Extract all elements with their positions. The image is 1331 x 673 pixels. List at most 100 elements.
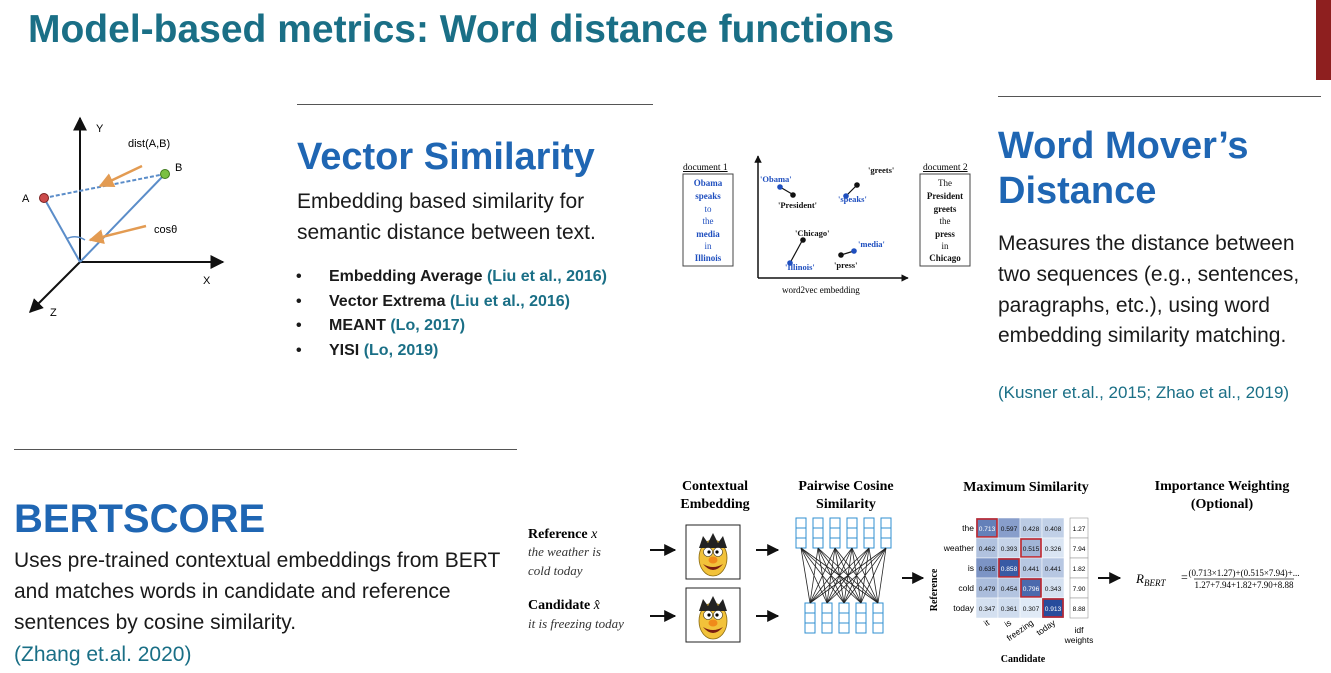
candidate-label: Candidate x̂ <box>528 598 601 613</box>
svg-text:=: = <box>1181 570 1188 584</box>
idf-value: 1.27 <box>1073 526 1086 533</box>
divider-line <box>297 104 653 105</box>
matrix-row-label: weather <box>943 543 974 553</box>
metric-name: Embedding Average <box>329 268 483 285</box>
matrix-value: 0.307 <box>1023 606 1040 613</box>
idf-cell <box>1069 597 1089 619</box>
doc2-word: President <box>927 191 963 201</box>
slide-title: Model-based metrics: Word distance funct… <box>28 8 895 51</box>
a-label: A <box>22 193 30 205</box>
y-label: Y <box>96 123 104 135</box>
idf-label: weights <box>1064 635 1094 645</box>
max-highlight <box>1042 598 1064 618</box>
metric-name: MEANT <box>329 317 386 334</box>
vector-similarity-description: Embedding based similarity for semantic … <box>297 190 596 244</box>
angle-arc <box>65 236 86 241</box>
metric-list: • Embedding Average (Liu et al., 2016) • V… <box>296 268 607 366</box>
doc1-word: in <box>704 241 712 251</box>
max-highlight <box>1020 538 1042 558</box>
list-item: • Vector Extrema (Liu et al., 2016) <box>296 292 571 310</box>
matrix-value: 0.479 <box>979 586 996 593</box>
point-b <box>160 169 170 179</box>
plot-word: 'media' <box>858 239 885 249</box>
matrix-value: 0.343 <box>1045 586 1062 593</box>
matrix-value: 0.597 <box>1001 526 1018 533</box>
idf-value: 7.94 <box>1073 546 1086 553</box>
pairwise-network <box>795 517 892 634</box>
matrix-value: 0.858 <box>1001 566 1018 573</box>
doc1-word: speaks <box>695 191 721 201</box>
plot-word: 'greets' <box>868 165 894 175</box>
doc2-box <box>919 173 971 267</box>
matrix-row-label: cold <box>958 583 974 593</box>
plot-word: 'Chicago' <box>795 228 829 238</box>
bertscore-figure: Contextual Embedding Pairwise Cosine Sim… <box>528 479 1300 665</box>
matrix-value: 0.428 <box>1023 526 1040 533</box>
vector-diagram: Y X Z A B dist(A,B) cosθ <box>22 116 225 319</box>
col-axis-label: Candidate <box>1001 654 1046 665</box>
doc1-word: Illinois <box>695 253 722 263</box>
max-highlight <box>976 518 998 538</box>
accent-bar <box>1316 0 1331 80</box>
matrix-row-label: today <box>953 603 975 613</box>
z-axis <box>29 261 81 313</box>
matrix-value: 0.713 <box>979 526 996 533</box>
vector-similarity-heading: Vector Similarity <box>297 136 595 178</box>
plot-axis-caption: word2vec embedding <box>782 285 860 295</box>
stage1-heading: Embedding <box>680 497 749 512</box>
matrix-value: 0.462 <box>979 546 996 553</box>
matrix-value: 0.408 <box>1045 526 1062 533</box>
doc2-word: the <box>940 216 951 226</box>
matrix-row-label: the <box>962 523 974 533</box>
wmd-heading-line: Word Mover’s <box>998 125 1249 167</box>
bertscore-citation: (Zhang et.al. 2020) <box>14 643 192 666</box>
b-label: B <box>175 162 182 174</box>
idf-label: idf <box>1075 625 1085 635</box>
matrix-value: 0.361 <box>1001 606 1018 613</box>
max-highlight <box>1020 578 1042 598</box>
divider-line <box>998 96 1321 97</box>
idf-value: 8.88 <box>1073 606 1086 613</box>
matrix-value: 0.454 <box>1001 586 1018 593</box>
z-label: Z <box>50 307 57 319</box>
vector-b <box>79 173 166 263</box>
bert-face-icon <box>698 532 728 577</box>
matrix-value: 0.515 <box>1023 546 1040 553</box>
doc2-word: greets <box>934 204 957 214</box>
stage2-heading: Pairwise Cosine <box>798 479 893 494</box>
x-label: X <box>203 275 211 287</box>
metric-citation: (Lo, 2019) <box>363 341 439 359</box>
matrix-value: 0.796 <box>1023 586 1040 593</box>
matrix-col-label: today <box>1034 617 1057 638</box>
wmd-heading-line: Distance <box>998 170 1157 212</box>
similarity-matrix: the 0.713 0.597 0.428 0.408 1.27 weather 0.462 0… <box>943 517 1094 645</box>
idf-value: 7.90 <box>1073 586 1086 593</box>
doc1-word: Obama <box>694 178 723 188</box>
stage4-heading: (Optional) <box>1191 497 1254 512</box>
doc2-words: The President greets the press in Chicag… <box>927 178 963 263</box>
matrix-value: 0.441 <box>1023 566 1040 573</box>
dist-label: dist(A,B) <box>128 138 170 150</box>
plot-word: 'Illinois' <box>785 262 815 272</box>
bert-face-icon <box>698 595 728 640</box>
metric-citation: (Liu et al., 2016) <box>449 292 571 310</box>
metric-citation: (Lo, 2017) <box>390 317 466 334</box>
matrix-value: 0.326 <box>1045 546 1062 553</box>
metric-citation: (Liu et al., 2016) <box>486 268 608 285</box>
doc2-label: document 2 <box>923 163 968 173</box>
bertscore-heading: BERTSCORE <box>14 497 266 541</box>
candidate-text: it is freezing today <box>528 616 624 631</box>
max-highlight <box>998 558 1020 578</box>
formula-lhs: RBERT <box>1135 571 1166 588</box>
matrix-value: 0.635 <box>979 566 996 573</box>
stage3-heading: Maximum Similarity <box>963 480 1089 495</box>
stage4-heading: Importance Weighting <box>1155 479 1290 494</box>
matrix-value: 0.441 <box>1045 566 1062 573</box>
reference-text: cold today <box>528 563 583 578</box>
matrix-col-label: it <box>982 617 992 628</box>
metric-name: Vector Extrema <box>329 292 446 310</box>
doc2-word: press <box>935 229 955 239</box>
list-item: • YISI (Lo, 2019) <box>296 341 439 359</box>
stage2-heading: Similarity <box>816 497 876 512</box>
reference-label: Reference x <box>528 527 598 542</box>
